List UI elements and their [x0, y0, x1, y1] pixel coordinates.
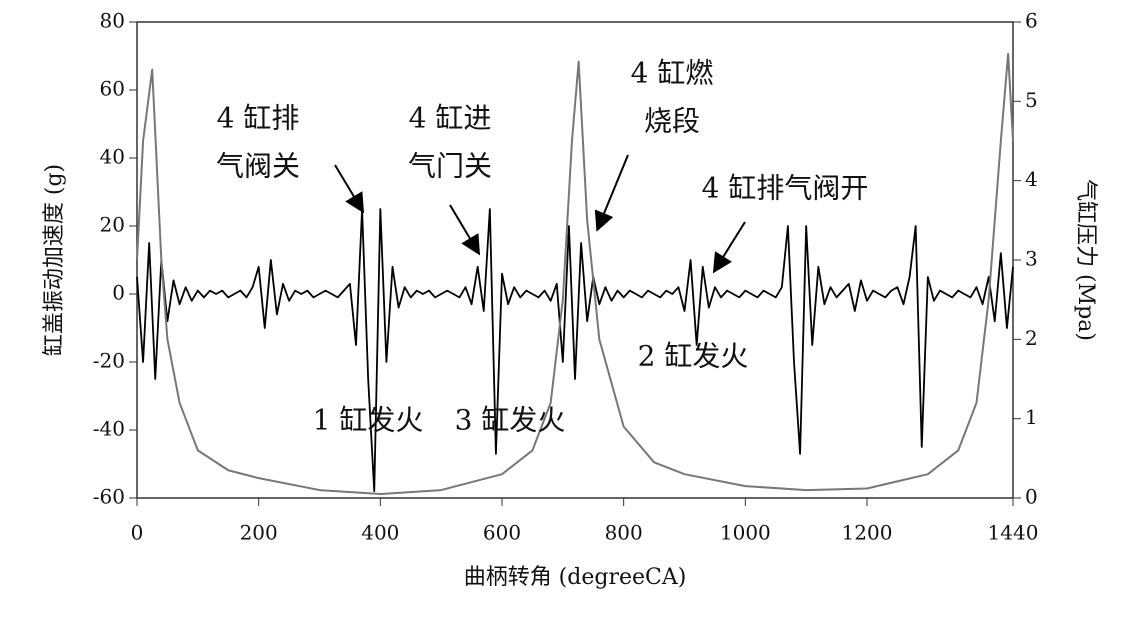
y2-tick-label: 4	[1025, 167, 1038, 191]
x-tick-label: 400	[361, 521, 399, 545]
y2-tick-label: 3	[1025, 247, 1038, 271]
annotation: 4 缸进	[409, 102, 492, 135]
y2-tick-label: 0	[1025, 485, 1038, 509]
series-line	[136, 208, 1014, 493]
annotation: 气阀关	[216, 150, 300, 183]
x-tick-label: 1440	[988, 521, 1039, 545]
y-tick-label: -40	[93, 417, 125, 441]
x-tick-label: 1000	[720, 521, 771, 545]
x-axis-label: 曲柄转角 (degreeCA)	[464, 565, 687, 590]
y-tick-label: 0	[112, 281, 125, 305]
y2-tick-label: 2	[1025, 326, 1038, 350]
annotation: 气门关	[408, 150, 492, 183]
y-tick-label: -20	[93, 349, 125, 373]
annotation-arrow	[334, 164, 365, 214]
y2-axis-label: 气缸压力 (Mpa)	[1073, 179, 1098, 341]
x-tick-label: 600	[483, 521, 521, 545]
annotation: 4 缸排	[217, 102, 300, 135]
y-tick-label: 20	[100, 213, 125, 237]
y2-tick-label: 1	[1025, 405, 1038, 429]
x-tick-label: 1200	[842, 521, 893, 545]
annotation-arrow	[449, 204, 481, 256]
annotation: 2 缸发火	[638, 340, 749, 373]
annotation-arrow	[712, 221, 746, 274]
x-tick-label: 0	[131, 521, 144, 545]
series-line	[136, 52, 1014, 496]
y-tick-label: 60	[100, 77, 125, 101]
y2-tick-label: 6	[1025, 9, 1038, 33]
y2-tick-label: 5	[1025, 88, 1038, 112]
x-tick-label: 800	[605, 521, 643, 545]
annotation-arrow	[594, 154, 629, 232]
y-axis-label: 缸盖振动加速度 (g)	[42, 164, 67, 356]
x-tick-label: 200	[240, 521, 278, 545]
annotation: 1 缸发火	[313, 404, 424, 437]
annotation: 4 缸排气阀开	[702, 172, 869, 205]
annotation: 4 缸燃	[631, 57, 714, 90]
y-tick-label: 80	[100, 9, 125, 33]
annotation: 烧段	[644, 105, 700, 138]
y-tick-label: -60	[93, 485, 125, 509]
y-tick-label: 40	[100, 145, 125, 169]
annotation: 3 缸发火	[455, 404, 566, 437]
